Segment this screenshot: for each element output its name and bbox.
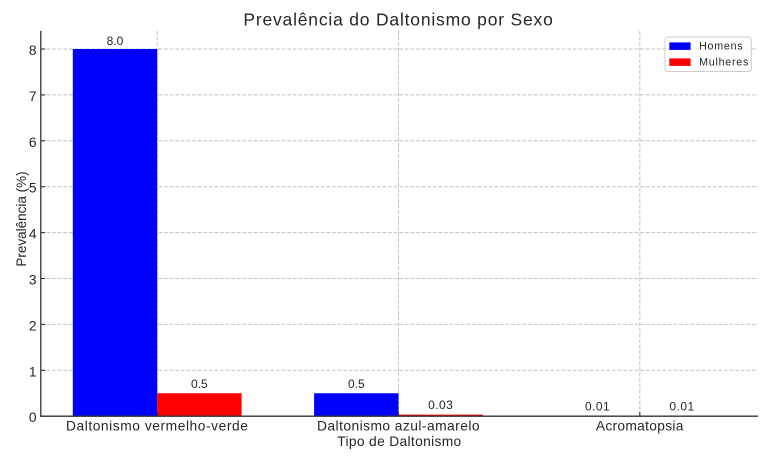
svg-text:1: 1: [29, 364, 37, 379]
svg-text:Mulheres: Mulheres: [699, 57, 749, 69]
svg-text:3: 3: [29, 273, 37, 288]
svg-text:0.01: 0.01: [585, 400, 610, 414]
svg-text:Daltonismo vermelho-verde: Daltonismo vermelho-verde: [66, 419, 248, 434]
svg-text:2: 2: [29, 318, 37, 333]
svg-text:8: 8: [29, 43, 37, 58]
svg-text:0.03: 0.03: [428, 398, 453, 412]
svg-text:6: 6: [29, 135, 37, 150]
svg-text:0.5: 0.5: [191, 377, 208, 391]
svg-text:0.01: 0.01: [669, 400, 694, 414]
svg-text:0: 0: [29, 410, 37, 425]
svg-text:0.5: 0.5: [348, 377, 365, 391]
svg-text:8.0: 8.0: [107, 34, 124, 48]
svg-text:Prevalência (%): Prevalência (%): [14, 171, 29, 266]
svg-text:Acromatopsia: Acromatopsia: [596, 419, 684, 434]
svg-text:Daltonismo azul-amarelo: Daltonismo azul-amarelo: [317, 419, 480, 434]
svg-text:Prevalência do Daltonismo por: Prevalência do Daltonismo por Sexo: [243, 10, 553, 30]
svg-text:Tipo de Daltonismo: Tipo de Daltonismo: [337, 434, 461, 449]
svg-text:4: 4: [29, 227, 37, 242]
svg-text:7: 7: [29, 89, 37, 104]
svg-text:5: 5: [29, 181, 37, 196]
svg-text:Homens: Homens: [699, 41, 743, 53]
